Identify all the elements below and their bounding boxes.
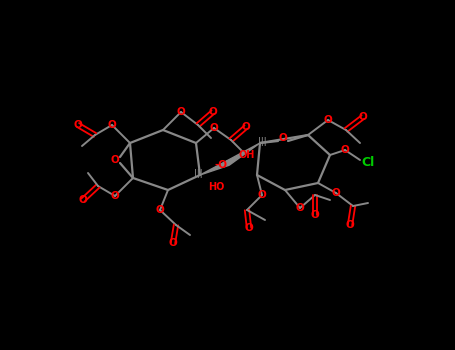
Text: HO: HO [208,182,224,192]
Text: O: O [209,107,217,117]
Text: O: O [74,120,82,130]
Text: O: O [111,191,119,201]
Text: O: O [278,133,288,143]
Text: O: O [258,190,266,200]
Text: |||: ||| [194,168,202,177]
Polygon shape [200,161,229,175]
Text: O: O [79,195,87,205]
Text: O: O [177,107,185,117]
Text: O: O [111,155,119,165]
Text: O: O [296,203,304,213]
Text: O: O [324,115,332,125]
Text: O: O [242,122,250,132]
Text: O: O [311,210,319,220]
Text: O: O [156,205,164,215]
Text: O: O [346,220,354,230]
Text: Cl: Cl [361,156,374,169]
Text: |||: ||| [258,136,266,146]
Text: O: O [332,188,340,198]
Polygon shape [227,143,260,165]
Text: O: O [108,120,116,130]
Text: O: O [210,123,218,133]
Text: O: O [341,145,349,155]
Text: O: O [245,223,253,233]
Text: O: O [169,238,177,248]
Text: OH: OH [238,150,255,160]
Text: -O: -O [214,160,228,170]
Text: O: O [359,112,367,122]
